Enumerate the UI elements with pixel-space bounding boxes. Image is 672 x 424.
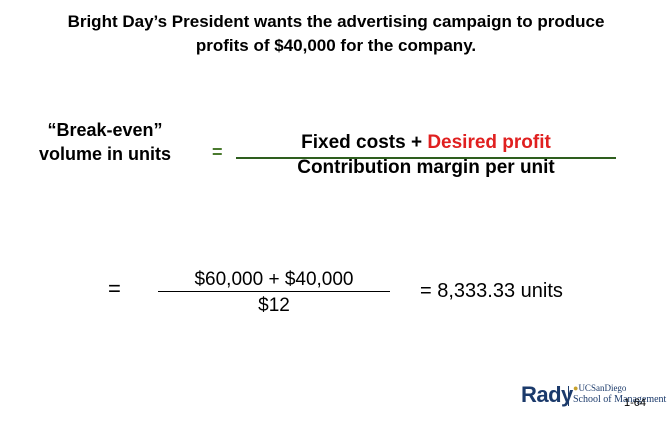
calculation-equals-sign: = [108, 276, 121, 301]
numerator-desired-profit: Desired profit [427, 132, 551, 153]
formula-numerator: Fixed costs + Desired profit [236, 131, 616, 155]
lhs-line-1: “Break-even” [47, 120, 163, 140]
rady-logo: Rady ●UCSanDiego School of Management [521, 382, 666, 412]
lhs-line-2: volume in units [38, 144, 171, 164]
slide-number: 1-64 [624, 397, 647, 409]
numerator-fixed-costs: Fixed costs + [301, 132, 428, 153]
logo-brand: Rady [521, 382, 573, 407]
ucsd-mark-icon: ● [573, 383, 579, 393]
calculation-denominator: $12 [258, 295, 290, 316]
formula-equals-sign: = [212, 142, 223, 162]
headline-line-2: profits of $40,000 for the company. [195, 36, 477, 55]
logo-university-text: UCSanDiego [578, 383, 627, 393]
calculation-numerator: $60,000 + $40,000 [194, 269, 354, 290]
calculation-result: = 8,333.33 units [420, 280, 563, 302]
formula-lhs: “Break-even” volume in units [20, 118, 190, 166]
calculation-fraction-bar [158, 291, 390, 292]
formula-denominator: Contribution margin per unit [297, 157, 555, 178]
headline-line-1: Bright Day’s President wants the adverti… [67, 12, 605, 31]
logo-school: School of Management [573, 394, 667, 405]
logo-university: ●UCSanDiego [573, 383, 626, 393]
slide-headline: Bright Day’s President wants the adverti… [0, 10, 672, 58]
formula-fraction-bar [236, 157, 616, 159]
logo-divider [568, 386, 569, 406]
